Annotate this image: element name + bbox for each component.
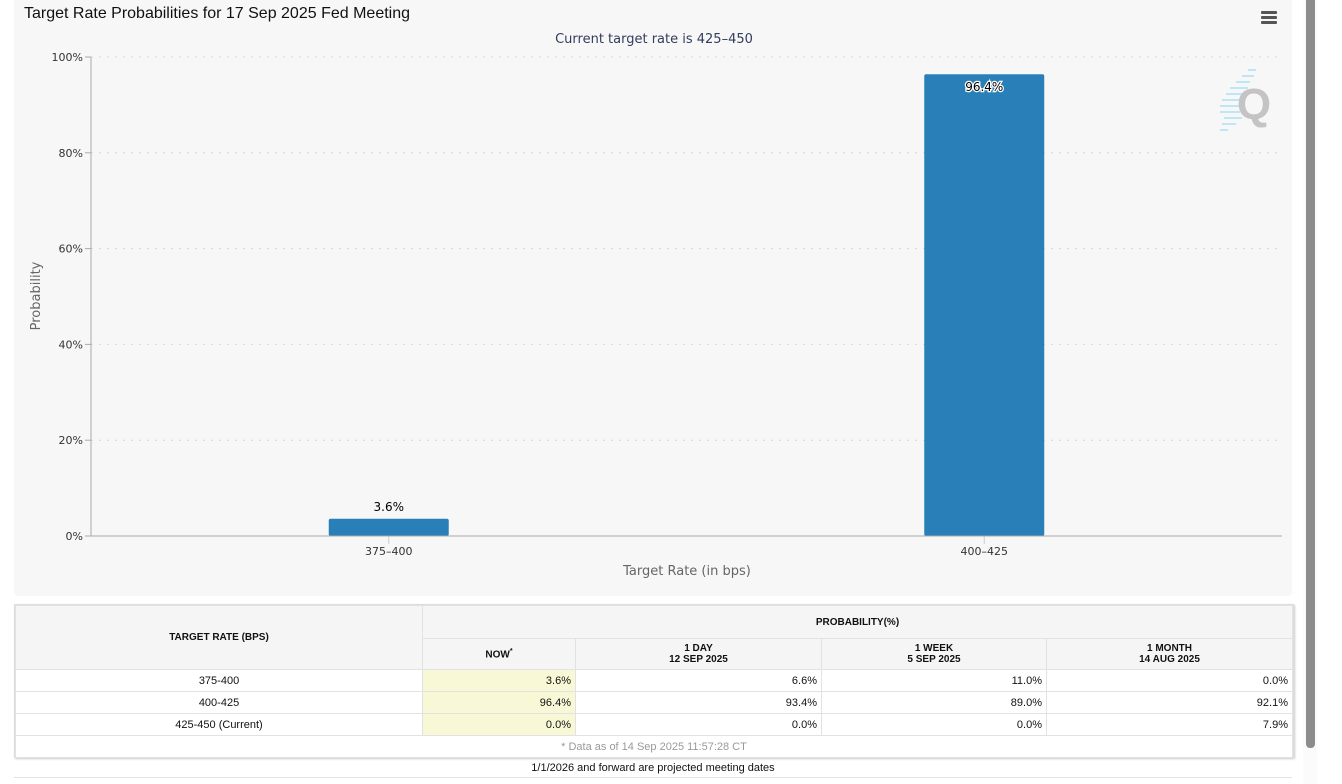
x-tick-label: 375–400 — [365, 545, 413, 558]
col-header-1month: 1 MONTH 14 AUG 2025 — [1046, 638, 1293, 670]
x-axis: 375–400 400–425 — [91, 535, 1282, 558]
y-tick-label: 60% — [59, 243, 83, 256]
probability-cell: 0.0% — [422, 713, 576, 736]
quikstrike-logo-icon: Q — [1220, 69, 1271, 131]
table-row: 400-425 96.4% 93.4% 89.0% 92.1% — [15, 691, 1293, 714]
footer-note: 1/1/2026 and forward are projected meeti… — [14, 762, 1292, 778]
bar-data-label: 3.6% — [374, 500, 405, 514]
probability-cell: 0.0% — [821, 713, 1047, 736]
scrollbar-thumb[interactable] — [1306, 0, 1315, 748]
probability-cell: 96.4% — [422, 691, 576, 714]
y-axis: 0% 20% 40% 60% 80% 100% — [52, 51, 92, 543]
x-axis-title: Target Rate (in bps) — [622, 564, 751, 579]
table-row: 375-400 3.6% 6.6% 11.0% 0.0% — [15, 669, 1293, 692]
probability-cell: 7.9% — [1046, 713, 1293, 736]
probability-cell: 93.4% — [575, 691, 822, 714]
y-axis-title: Probability — [29, 261, 44, 330]
hamburger-menu-icon[interactable] — [1261, 11, 1277, 25]
bar — [328, 518, 449, 536]
bar-data-label: 96.4% — [965, 80, 1003, 94]
bar — [924, 74, 1045, 536]
y-tick-label: 100% — [52, 51, 83, 64]
x-tick-label: 400–425 — [961, 545, 1009, 558]
y-tick-label: 20% — [59, 434, 83, 447]
data-timestamp-note: * Data as of 14 Sep 2025 11:57:28 CT — [15, 735, 1293, 758]
watermark-letter: Q — [1237, 80, 1271, 129]
probability-cell: 3.6% — [422, 669, 576, 692]
col-header-1week: 1 WEEK 5 SEP 2025 — [821, 638, 1047, 670]
probability-cell: 92.1% — [1046, 691, 1293, 714]
chart-subtitle: Current target rate is 425–450 — [555, 32, 753, 47]
probability-cell: 0.0% — [1046, 669, 1293, 692]
chart-svg: Current target rate is 425–450 Q 0% 20% 40… — [29, 32, 1282, 579]
col-header-1day: 1 DAY 12 SEP 2025 — [575, 638, 822, 670]
y-tick-label: 80% — [59, 147, 83, 160]
col-header-now: NOW* — [422, 638, 576, 670]
chart-panel: Target Rate Probabilities for 17 Sep 202… — [14, 0, 1292, 596]
probability-cell: 6.6% — [575, 669, 822, 692]
chart-title: Target Rate Probabilities for 17 Sep 202… — [24, 5, 411, 22]
probability-cell: 11.0% — [821, 669, 1047, 692]
y-tick-label: 40% — [59, 338, 83, 351]
rate-cell: 400-425 — [15, 691, 423, 714]
rate-cell: 375-400 — [15, 669, 423, 692]
bars: 3.6% 96.4% — [328, 74, 1045, 536]
table-row: 425-450 (Current) 0.0% 0.0% 0.0% 7.9% — [15, 713, 1293, 736]
rate-column-header: TARGET RATE (BPS) — [15, 605, 423, 670]
y-tick-label: 0% — [66, 530, 83, 543]
probability-cell: 89.0% — [821, 691, 1047, 714]
probability-header: PROBABILITY(%) — [422, 605, 1293, 639]
grid-lines — [91, 56, 1282, 441]
probability-table: TARGET RATE (BPS) PROBABILITY(%) NOW* 1 … — [14, 604, 1294, 758]
rate-cell: 425-450 (Current) — [15, 713, 423, 736]
probability-cell: 0.0% — [575, 713, 822, 736]
